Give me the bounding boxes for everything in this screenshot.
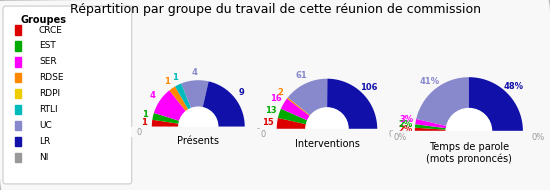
Text: Temps de parole
(mots prononcés): Temps de parole (mots prononcés) bbox=[426, 142, 512, 164]
Text: 61: 61 bbox=[296, 71, 307, 80]
Circle shape bbox=[179, 107, 218, 146]
Text: NI: NI bbox=[39, 153, 48, 162]
Text: Répartition par groupe du travail de cette réunion de commission: Répartition par groupe du travail de cet… bbox=[69, 3, 481, 16]
Text: 1: 1 bbox=[172, 73, 178, 82]
Polygon shape bbox=[152, 113, 180, 124]
Text: 1: 1 bbox=[164, 77, 170, 86]
Bar bbox=[15, 121, 21, 130]
Polygon shape bbox=[278, 109, 307, 124]
Text: UC: UC bbox=[39, 121, 52, 130]
Text: 41%: 41% bbox=[419, 77, 439, 86]
Polygon shape bbox=[415, 128, 446, 131]
Polygon shape bbox=[277, 118, 306, 129]
Polygon shape bbox=[281, 99, 310, 120]
Polygon shape bbox=[175, 83, 191, 110]
Text: EST: EST bbox=[39, 41, 56, 50]
Text: LR: LR bbox=[39, 137, 50, 146]
Text: 2: 2 bbox=[277, 88, 283, 97]
Polygon shape bbox=[327, 79, 377, 129]
Bar bbox=[15, 89, 21, 98]
Text: Interventions: Interventions bbox=[295, 139, 359, 149]
Text: 2%: 2% bbox=[398, 125, 412, 134]
Polygon shape bbox=[202, 81, 245, 127]
Bar bbox=[129, 127, 268, 138]
Bar bbox=[15, 105, 21, 114]
Text: 106: 106 bbox=[360, 83, 378, 92]
Bar bbox=[388, 131, 550, 145]
Circle shape bbox=[446, 108, 492, 154]
Text: 0: 0 bbox=[260, 131, 265, 139]
Polygon shape bbox=[287, 97, 311, 116]
Text: 15: 15 bbox=[262, 118, 274, 127]
Text: 2%: 2% bbox=[398, 120, 412, 129]
Text: RDSE: RDSE bbox=[39, 73, 63, 82]
Bar bbox=[15, 57, 21, 66]
Bar bbox=[251, 129, 403, 142]
Text: RDPI: RDPI bbox=[39, 89, 60, 98]
Polygon shape bbox=[416, 77, 469, 126]
Polygon shape bbox=[154, 90, 186, 121]
Text: 48%: 48% bbox=[504, 82, 524, 91]
Polygon shape bbox=[182, 80, 208, 108]
Polygon shape bbox=[415, 119, 447, 128]
Text: Groupes: Groupes bbox=[20, 15, 67, 25]
Polygon shape bbox=[169, 86, 189, 111]
Circle shape bbox=[306, 108, 348, 150]
Bar bbox=[15, 137, 21, 146]
Bar bbox=[15, 73, 21, 82]
Text: 4: 4 bbox=[150, 91, 156, 100]
Text: 13: 13 bbox=[265, 106, 277, 115]
Text: 0%: 0% bbox=[393, 133, 406, 142]
Polygon shape bbox=[288, 79, 327, 116]
Bar bbox=[15, 25, 21, 35]
Polygon shape bbox=[469, 77, 523, 131]
Text: 16: 16 bbox=[270, 94, 282, 103]
Text: 0: 0 bbox=[255, 128, 260, 137]
Text: 9: 9 bbox=[238, 88, 244, 97]
Text: CRCE: CRCE bbox=[39, 25, 63, 35]
Text: RTLI: RTLI bbox=[39, 105, 58, 114]
Text: 1: 1 bbox=[142, 110, 148, 119]
Text: 1: 1 bbox=[141, 118, 146, 127]
Text: 3%: 3% bbox=[399, 115, 413, 124]
Text: 0: 0 bbox=[389, 131, 394, 139]
Bar bbox=[15, 41, 21, 51]
Text: 0%: 0% bbox=[531, 133, 544, 142]
Polygon shape bbox=[415, 124, 447, 130]
Text: Présents: Présents bbox=[177, 136, 219, 146]
Polygon shape bbox=[152, 120, 179, 127]
Text: 4: 4 bbox=[191, 67, 197, 77]
Text: SER: SER bbox=[39, 57, 57, 66]
Text: 0: 0 bbox=[136, 128, 141, 137]
FancyBboxPatch shape bbox=[3, 6, 132, 184]
Bar bbox=[15, 153, 21, 162]
